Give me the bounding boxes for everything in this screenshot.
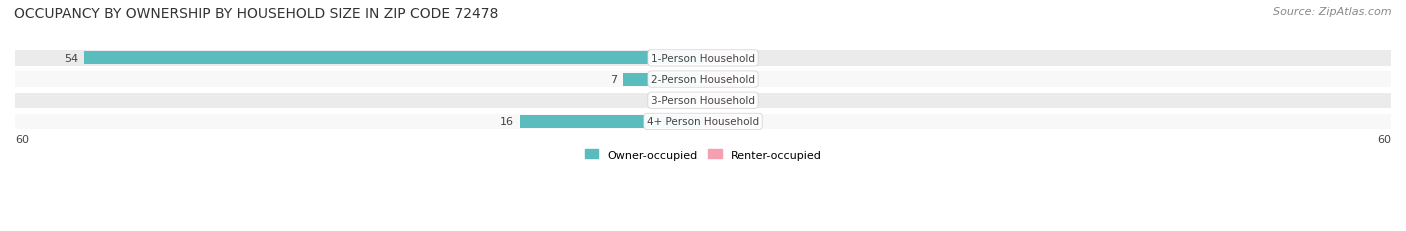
- Text: 7: 7: [610, 75, 617, 85]
- Text: 0: 0: [744, 96, 751, 106]
- Text: 60: 60: [15, 135, 30, 145]
- Text: 0: 0: [744, 75, 751, 85]
- Text: Source: ZipAtlas.com: Source: ZipAtlas.com: [1274, 7, 1392, 17]
- Text: 1-Person Household: 1-Person Household: [651, 54, 755, 64]
- Text: 4+ Person Household: 4+ Person Household: [647, 117, 759, 127]
- Bar: [84, 52, 703, 65]
- Bar: [15, 114, 1391, 129]
- Bar: [703, 52, 737, 65]
- Text: 0: 0: [690, 96, 697, 106]
- Bar: [15, 72, 1391, 87]
- Text: 3-Person Household: 3-Person Household: [651, 96, 755, 106]
- Text: OCCUPANCY BY OWNERSHIP BY HOUSEHOLD SIZE IN ZIP CODE 72478: OCCUPANCY BY OWNERSHIP BY HOUSEHOLD SIZE…: [14, 7, 499, 21]
- Bar: [15, 51, 1391, 66]
- Bar: [15, 93, 1391, 108]
- Legend: Owner-occupied, Renter-occupied: Owner-occupied, Renter-occupied: [581, 145, 825, 164]
- Bar: [703, 115, 737, 128]
- Bar: [703, 73, 737, 86]
- Text: 16: 16: [499, 117, 513, 127]
- Text: 2-Person Household: 2-Person Household: [651, 75, 755, 85]
- Bar: [520, 115, 703, 128]
- Text: 0: 0: [744, 117, 751, 127]
- Text: 60: 60: [1376, 135, 1391, 145]
- Text: 54: 54: [63, 54, 79, 64]
- Text: 0: 0: [744, 54, 751, 64]
- Bar: [703, 94, 737, 107]
- Bar: [623, 73, 703, 86]
